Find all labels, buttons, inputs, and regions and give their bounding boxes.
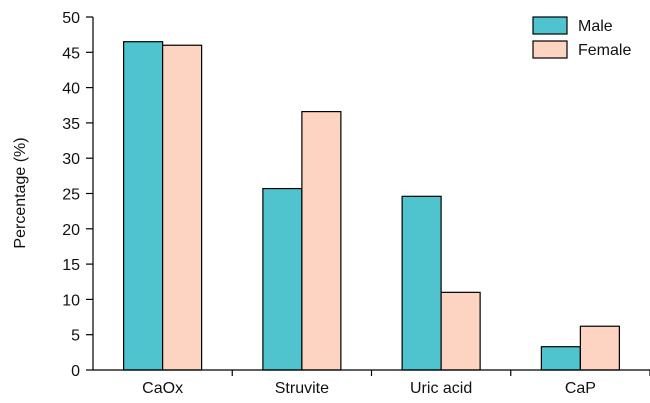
y-tick-label: 10 <box>62 292 80 309</box>
y-tick-label: 50 <box>62 10 80 27</box>
y-tick-label: 25 <box>62 187 80 204</box>
bar-female-struvite <box>301 111 342 371</box>
y-tick-label: 30 <box>62 151 80 168</box>
y-tick-label: 0 <box>71 363 80 380</box>
x-category-label: Struvite <box>275 380 329 397</box>
y-tick-label: 20 <box>62 222 80 239</box>
legend-label-male: Male <box>578 18 613 35</box>
bar-male-cap <box>540 346 581 371</box>
legend-label-female: Female <box>578 42 631 59</box>
bar-female-cap <box>579 325 620 371</box>
y-tick-label: 5 <box>71 328 80 345</box>
bar-male-caox <box>123 41 164 371</box>
y-axis-ticks: 0 5 10 15 20 25 30 35 40 45 50 <box>62 10 93 380</box>
bar-female-uric-acid <box>440 291 481 371</box>
bar-female-caox <box>162 44 203 371</box>
y-axis-title: Percentage (%) <box>12 137 29 248</box>
x-category-label: CaP <box>565 380 596 397</box>
legend-swatch-male <box>532 16 568 35</box>
y-tick-label: 40 <box>62 81 80 98</box>
y-tick-label: 45 <box>62 45 80 62</box>
bar-male-uric-acid <box>401 195 442 371</box>
y-tick-label: 35 <box>62 116 80 133</box>
legend-swatch-female <box>532 40 568 59</box>
bars <box>123 41 620 371</box>
x-category-label: Uric acid <box>410 380 472 397</box>
bar-male-struvite <box>262 187 303 371</box>
legend: Male Female <box>532 16 631 59</box>
x-axis-categories: CaOx Struvite Uric acid CaP <box>142 370 650 397</box>
y-tick-label: 15 <box>62 257 80 274</box>
x-category-label: CaOx <box>142 380 183 397</box>
